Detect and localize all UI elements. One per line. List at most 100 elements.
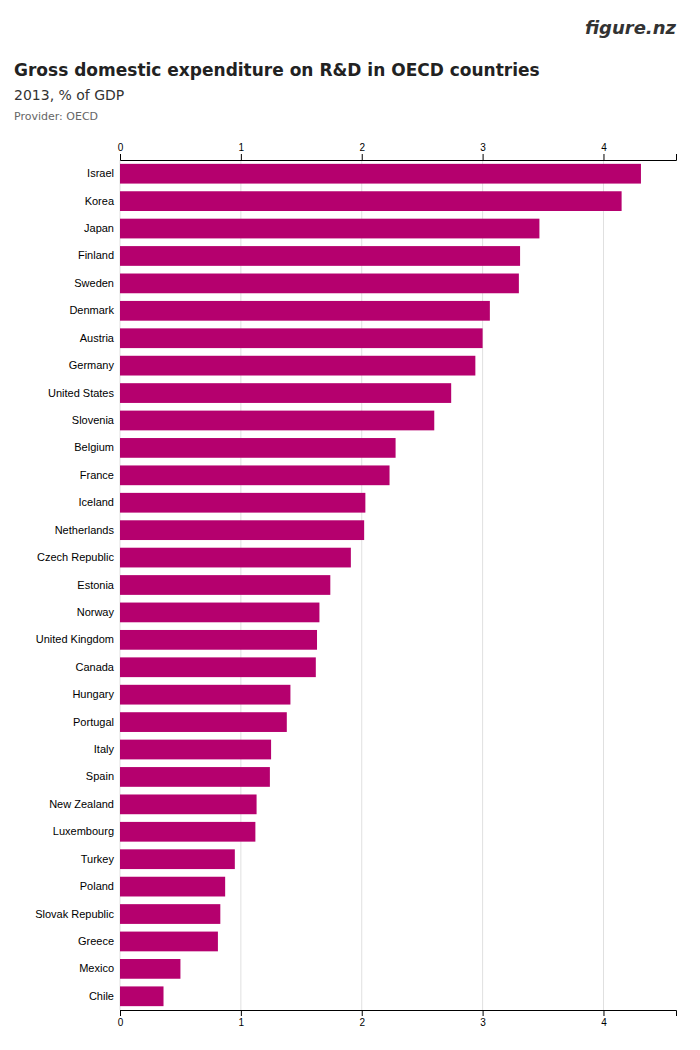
- tick-label: 0: [118, 1017, 124, 1028]
- bar: [120, 219, 539, 239]
- tick: Canada: [75, 661, 114, 673]
- tick-label: Luxembourg: [53, 825, 114, 837]
- tick: Netherlands: [55, 524, 115, 536]
- tick-mark: [603, 1010, 604, 1016]
- tick-label: Slovak Republic: [35, 908, 114, 920]
- bar: [120, 904, 220, 924]
- tick-label: Italy: [94, 743, 115, 755]
- tick: 0: [118, 1010, 124, 1028]
- tick: France: [80, 469, 114, 481]
- tick-label: Chile: [89, 990, 114, 1002]
- tick: Israel: [87, 167, 114, 179]
- tick: 3: [480, 1010, 486, 1028]
- tick-mark: [483, 1010, 484, 1016]
- tick: Hungary: [72, 688, 114, 700]
- tick-label: Slovenia: [72, 414, 115, 426]
- tick: Denmark: [69, 304, 114, 316]
- bar: [120, 877, 225, 897]
- tick: Czech Republic: [37, 551, 115, 563]
- tick: Poland: [80, 880, 114, 892]
- tick-label: Sweden: [74, 277, 114, 289]
- tick: 4: [601, 1010, 607, 1028]
- tick-label: Spain: [86, 770, 114, 782]
- tick-label: 3: [480, 1017, 486, 1028]
- tick-label: Iceland: [79, 496, 114, 508]
- tick-label: Austria: [80, 332, 115, 344]
- tick-label: Germany: [69, 359, 115, 371]
- tick-label: 3: [480, 142, 486, 153]
- tick-mark: [241, 154, 242, 160]
- tick: Mexico: [79, 962, 114, 974]
- x-bottom-axis: 0 1 2 3 4: [118, 1010, 677, 1028]
- tick: Spain: [86, 770, 114, 782]
- subtitle: 2013, % of GDP: [14, 87, 124, 103]
- bar: [120, 986, 164, 1006]
- bar: [120, 712, 287, 732]
- tick-mark: [483, 154, 484, 160]
- bar: [120, 548, 351, 568]
- tick-label: Belgium: [74, 441, 114, 453]
- bar: [120, 274, 519, 294]
- bar: [120, 657, 316, 677]
- tick: Chile: [89, 990, 114, 1002]
- tick-label: Norway: [77, 606, 115, 618]
- title: Gross domestic expenditure on R&D in OEC…: [14, 60, 540, 80]
- tick-label: Poland: [80, 880, 114, 892]
- tick: Italy: [94, 743, 115, 755]
- tick-label: Korea: [85, 195, 115, 207]
- bar: [120, 849, 235, 869]
- bar: [120, 767, 270, 787]
- tick-label: 2: [359, 1017, 365, 1028]
- tick: Sweden: [74, 277, 114, 289]
- tick: Norway: [77, 606, 115, 618]
- tick-mark: [241, 1010, 242, 1016]
- tick: Iceland: [79, 496, 114, 508]
- tick-label: 4: [601, 1017, 607, 1028]
- tick-label: 1: [239, 142, 245, 153]
- tick: 1: [239, 142, 245, 160]
- tick: United States: [48, 387, 115, 399]
- tick: 2: [359, 1010, 365, 1028]
- tick: New Zealand: [49, 798, 114, 810]
- logo-text: figure.nz: [585, 17, 677, 38]
- tick-label: Hungary: [72, 688, 114, 700]
- tick: Finland: [78, 249, 114, 261]
- bar: [120, 959, 180, 979]
- tick-label: Israel: [87, 167, 114, 179]
- bar: [120, 465, 390, 485]
- bar: [120, 493, 365, 513]
- tick-label: 1: [239, 1017, 245, 1028]
- y-axis: IsraelKoreaJapanFinlandSwedenDenmarkAust…: [35, 167, 115, 1002]
- tick-label: United States: [48, 387, 115, 399]
- tick: Austria: [80, 332, 115, 344]
- tick-label: France: [80, 469, 114, 481]
- bar: [120, 301, 490, 321]
- tick-label: Portugal: [73, 716, 114, 728]
- tick: 0: [118, 142, 124, 160]
- x-top-axis-line: [121, 154, 677, 161]
- tick: United Kingdom: [36, 633, 114, 645]
- tick: Turkey: [81, 853, 115, 865]
- bar: [120, 411, 434, 431]
- tick-label: Netherlands: [55, 524, 115, 536]
- tick: Portugal: [73, 716, 114, 728]
- bar: [120, 740, 271, 760]
- tick-label: Canada: [75, 661, 114, 673]
- chart: figure.nz Gross domestic expenditure on R…: [0, 0, 700, 1050]
- tick-label: Czech Republic: [37, 551, 115, 563]
- bar: [120, 603, 319, 623]
- tick: Slovak Republic: [35, 908, 114, 920]
- bar: [120, 383, 451, 403]
- tick-mark: [362, 1010, 363, 1016]
- plot: 0123401234IsraelKoreaJapanFinlandSwedenD…: [35, 142, 676, 1028]
- tick: Estonia: [77, 579, 115, 591]
- tick: 2: [359, 142, 365, 160]
- bar: [120, 328, 483, 348]
- grid: [120, 160, 603, 1010]
- bar: [120, 356, 475, 376]
- tick: 3: [480, 142, 486, 160]
- bar: [120, 575, 330, 595]
- bar: [120, 932, 218, 952]
- tick-mark: [120, 154, 121, 160]
- tick-label: Greece: [78, 935, 114, 947]
